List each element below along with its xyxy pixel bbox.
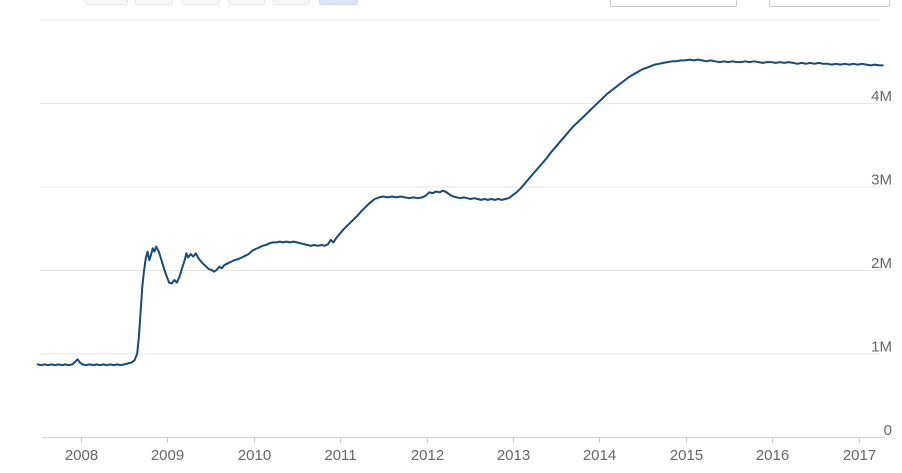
x-tick-label: 2016 (756, 447, 789, 464)
y-tick-label: 1M (871, 339, 892, 356)
x-tick-label: 2017 (843, 447, 876, 464)
x-tick-label: 2009 (151, 447, 184, 464)
x-tick-label: 2010 (238, 447, 271, 464)
range-button[interactable] (135, 0, 173, 5)
date-from-input[interactable] (610, 0, 737, 7)
y-tick-label: 3M (871, 172, 892, 189)
y-tick-label: 0 (884, 422, 892, 439)
range-button[interactable] (228, 0, 265, 5)
data-series-line (36, 58, 884, 367)
x-tick-label: 2013 (497, 447, 530, 464)
range-button[interactable] (273, 0, 310, 5)
range-button-selected[interactable] (319, 0, 358, 5)
range-button[interactable] (85, 0, 128, 5)
x-tick-label: 2008 (65, 447, 98, 464)
x-tick-label: 2012 (411, 447, 444, 464)
x-tick-label: 2014 (583, 447, 616, 464)
date-to-input[interactable] (769, 0, 890, 7)
x-tick-label: 2015 (670, 447, 703, 464)
y-tick-label: 2M (871, 255, 892, 272)
y-tick-label: 4M (871, 88, 892, 105)
range-button[interactable] (182, 0, 220, 5)
x-tick-label: 2011 (324, 447, 356, 464)
